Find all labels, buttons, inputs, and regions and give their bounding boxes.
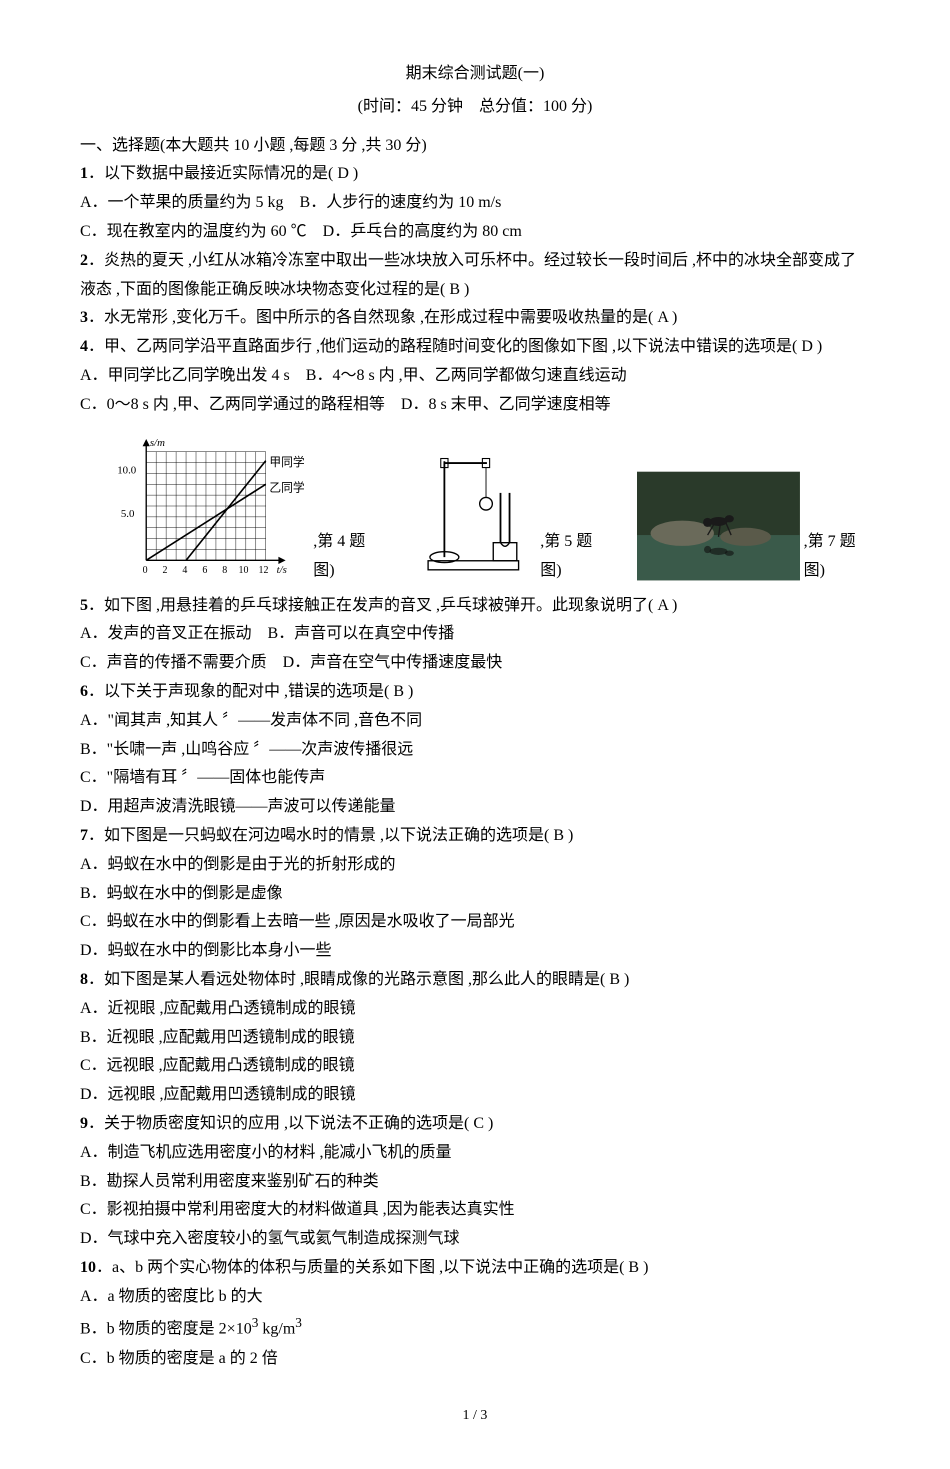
q3-num: 3	[80, 309, 88, 326]
fig4-label-jia: 甲同学	[269, 455, 305, 469]
question-6: 6．以下关于声现象的配对中 ,错误的选项是( B )	[80, 678, 870, 707]
svg-text:0: 0	[143, 565, 148, 576]
q5-stem: ．如下图 ,用悬挂着的乒乓球接触正在发声的音叉 ,乒乓球被弹开。此现象说明了( …	[88, 597, 677, 614]
q6-opt-d: D．用超声波清洗眼镜——声波可以传递能量	[80, 793, 870, 822]
figure-row: 10.0 5.0 0 2 4 6 8 10 12 s/m t/s 甲同学 乙同学…	[110, 426, 870, 586]
q4-stem: ．甲、乙两同学沿平直路面步行 ,他们运动的路程随时间变化的图像如下图 ,以下说法…	[88, 338, 822, 355]
q4-num: 4	[80, 338, 88, 355]
q7-num: 7	[80, 827, 88, 844]
svg-text:10: 10	[239, 565, 249, 576]
question-4: 4．甲、乙两同学沿平直路面步行 ,他们运动的路程随时间变化的图像如下图 ,以下说…	[80, 333, 870, 362]
q10-b-mid: kg/m	[258, 1321, 295, 1338]
q10-stem: ．a、b 两个实心物体的体积与质量的关系如下图 ,以下说法中正确的选项是( B …	[96, 1259, 648, 1276]
question-8: 8．如下图是某人看远处物体时 ,眼睛成像的光路示意图 ,那么此人的眼睛是( B …	[80, 966, 870, 995]
fig5-caption: ,第 5 题图)	[540, 528, 606, 586]
question-5: 5．如下图 ,用悬挂着的乒乓球接触正在发声的音叉 ,乒乓球被弹开。此现象说明了(…	[80, 592, 870, 621]
q6-opt-b: B．"长啸一声 ,山鸣谷应 〞——次声波传播很远	[80, 736, 870, 765]
q6-opt-c: C．"隔墙有耳 〞——固体也能传声	[80, 764, 870, 793]
svg-text:6: 6	[202, 565, 207, 576]
q1-stem: ．以下数据中最接近实际情况的是( D )	[88, 165, 358, 182]
fig4-label-yi: 乙同学	[269, 480, 305, 494]
q10-opt-c: C．b 物质的密度是 a 的 2 倍	[80, 1345, 870, 1374]
figure-7: ,第 7 题图)	[637, 466, 870, 586]
q4-opts-cd: C．0～8 s 内 ,甲、乙两同学通过的路程相等 D．8 s 末甲、乙同学速度相…	[80, 391, 870, 420]
page-title: 期末综合测试题(一)	[80, 60, 870, 89]
q7-opt-a: A．蚂蚁在水中的倒影是由于光的折射形成的	[80, 851, 870, 880]
question-10: 10．a、b 两个实心物体的体积与质量的关系如下图 ,以下说法中正确的选项是( …	[80, 1254, 870, 1283]
q6-num: 6	[80, 683, 88, 700]
q10-opt-b: B．b 物质的密度是 2×103 kg/m3	[80, 1311, 870, 1344]
q9-opt-c: C．影视拍摄中常利用密度大的材料做道具 ,因为能表达真实性	[80, 1196, 870, 1225]
svg-text:t/s: t/s	[277, 564, 287, 576]
question-9: 9．关于物质密度知识的应用 ,以下说法不正确的选项是( C )	[80, 1110, 870, 1139]
q7-opt-b: B．蚂蚁在水中的倒影是虚像	[80, 880, 870, 909]
question-3: 3．水无常形 ,变化万千。图中所示的各自然现象 ,在形成过程中需要吸收热量的是(…	[80, 304, 870, 333]
q10-num: 10	[80, 1259, 96, 1276]
q9-stem: ．关于物质密度知识的应用 ,以下说法不正确的选项是( C )	[88, 1115, 493, 1132]
q10-b-pre: B．b 物质的密度是 2×10	[80, 1321, 252, 1338]
q6-opt-a: A．"闻其声 ,知其人 〞——发声体不同 ,音色不同	[80, 707, 870, 736]
q6-stem: ．以下关于声现象的配对中 ,错误的选项是( B )	[88, 683, 413, 700]
q4-opts-ab: A．甲同学比乙同学晚出发 4 s B．4～8 s 内 ,甲、乙两同学都做匀速直线…	[80, 362, 870, 391]
q8-opt-a: A．近视眼 ,应配戴用凸透镜制成的眼镜	[80, 995, 870, 1024]
q5-num: 5	[80, 597, 88, 614]
svg-text:4: 4	[182, 565, 187, 576]
question-1: 1．以下数据中最接近实际情况的是( D )	[80, 160, 870, 189]
q10-opt-a: A．a 物质的密度比 b 的大	[80, 1283, 870, 1312]
q1-num: 1	[80, 165, 88, 182]
q1-opts-cd: C．现在教室内的温度约为 60 ℃ D．乒乓台的高度约为 80 cm	[80, 218, 870, 247]
fig7-caption: ,第 7 题图)	[804, 528, 870, 586]
svg-text:12: 12	[258, 565, 268, 576]
figure-5: ,第 5 题图)	[410, 436, 607, 586]
fig7-svg	[637, 466, 800, 586]
question-7: 7．如下图是一只蚂蚁在河边喝水时的情景 ,以下说法正确的选项是( B )	[80, 822, 870, 851]
q7-stem: ．如下图是一只蚂蚁在河边喝水时的情景 ,以下说法正确的选项是( B )	[88, 827, 573, 844]
q7-opt-d: D．蚂蚁在水中的倒影比本身小一些	[80, 937, 870, 966]
svg-text:2: 2	[163, 565, 168, 576]
q8-opt-b: B．近视眼 ,应配戴用凹透镜制成的眼镜	[80, 1024, 870, 1053]
q1-opts-ab: A．一个苹果的质量约为 5 kg B．人步行的速度约为 10 m/s	[80, 189, 870, 218]
q8-opt-c: C．远视眼 ,应配戴用凸透镜制成的眼镜	[80, 1052, 870, 1081]
question-2: 2．炎热的夏天 ,小红从冰箱冷冻室中取出一些冰块放入可乐杯中。经过较长一段时间后…	[80, 247, 870, 305]
svg-text:s/m: s/m	[150, 437, 165, 449]
q10-b-sup2: 3	[295, 1315, 302, 1330]
q9-num: 9	[80, 1115, 88, 1132]
q5-opts-cd: C．声音的传播不需要介质 D．声音在空气中传播速度最快	[80, 649, 870, 678]
fig4-svg: 10.0 5.0 0 2 4 6 8 10 12 s/m t/s 甲同学 乙同学	[110, 426, 309, 586]
figure-4: 10.0 5.0 0 2 4 6 8 10 12 s/m t/s 甲同学 乙同学…	[110, 426, 380, 586]
q5-opts-ab: A．发声的音叉正在振动 B．声音可以在真空中传播	[80, 620, 870, 649]
q9-opt-d: D．气球中充入密度较小的氢气或氦气制造成探测气球	[80, 1225, 870, 1254]
q9-opt-a: A．制造飞机应选用密度小的材料 ,能减小飞机的质量	[80, 1139, 870, 1168]
fig4-ytick-10: 10.0	[117, 464, 137, 476]
section-heading: 一、选择题(本大题共 10 小题 ,每题 3 分 ,共 30 分)	[80, 132, 870, 161]
fig4-ytick-5: 5.0	[121, 507, 135, 519]
q2-stem: ．炎热的夏天 ,小红从冰箱冷冻室中取出一些冰块放入可乐杯中。经过较长一段时间后 …	[80, 252, 856, 298]
page-subtitle: (时间：45 分钟 总分值：100 分)	[80, 93, 870, 122]
fig4-caption: ,第 4 题图)	[313, 528, 379, 586]
q8-opt-d: D．远视眼 ,应配戴用凹透镜制成的眼镜	[80, 1081, 870, 1110]
fig5-svg	[410, 436, 537, 586]
q9-opt-b: B．勘探人员常利用密度来鉴别矿石的种类	[80, 1168, 870, 1197]
q7-opt-c: C．蚂蚁在水中的倒影看上去暗一些 ,原因是水吸收了一局部光	[80, 908, 870, 937]
svg-text:8: 8	[222, 565, 227, 576]
q2-num: 2	[80, 252, 88, 269]
q8-num: 8	[80, 971, 88, 988]
q3-stem: ．水无常形 ,变化万千。图中所示的各自然现象 ,在形成过程中需要吸收热量的是( …	[88, 309, 677, 326]
q8-stem: ．如下图是某人看远处物体时 ,眼睛成像的光路示意图 ,那么此人的眼睛是( B )	[88, 971, 629, 988]
page-footer: 1 / 3	[80, 1403, 870, 1428]
